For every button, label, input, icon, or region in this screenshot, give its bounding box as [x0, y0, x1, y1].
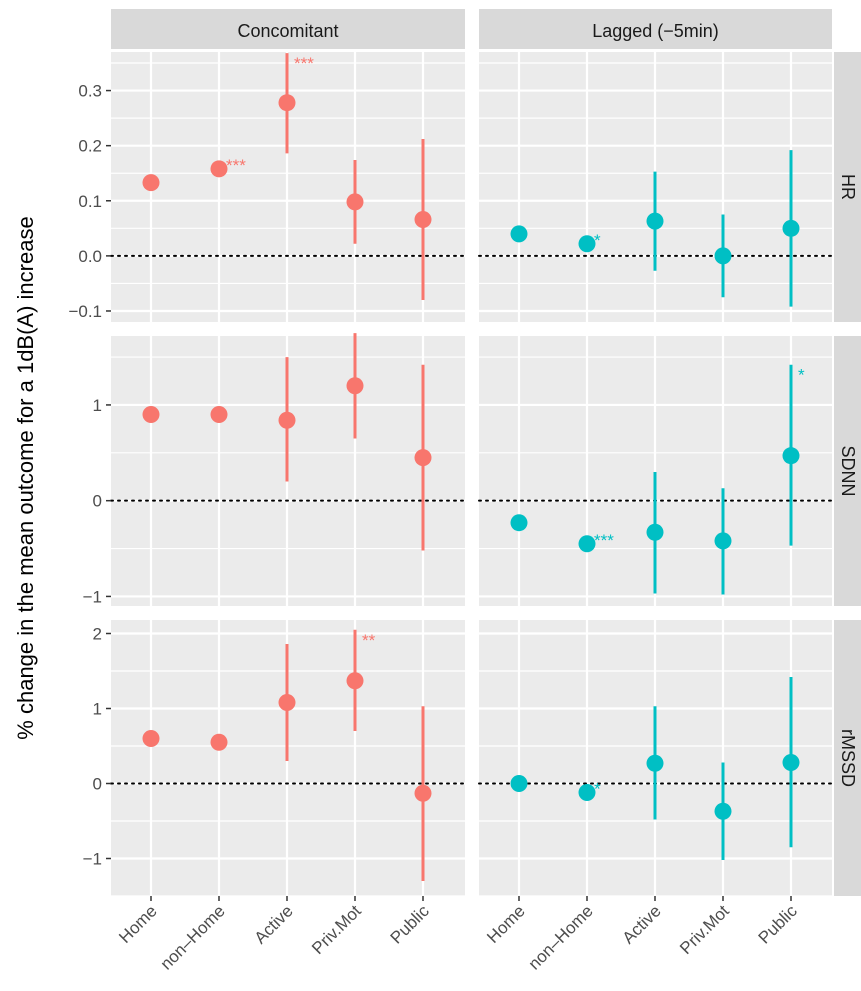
data-point: [414, 784, 432, 802]
facet-panel: *** ***: [110, 52, 466, 322]
y-tick-label: −0.1: [68, 302, 102, 321]
data-point: [346, 377, 364, 395]
data-point: [278, 411, 296, 429]
data-point: [714, 247, 732, 265]
row-strip-label: rMSSD: [838, 729, 858, 787]
y-tick-label: 2: [93, 625, 102, 644]
facet-panel: ****: [478, 336, 833, 606]
y-tick-label: 0: [93, 492, 102, 511]
significance-label: ***: [226, 156, 246, 175]
x-tick-label: Active: [251, 901, 297, 947]
data-point: [346, 672, 364, 690]
y-tick-label: 0: [93, 775, 102, 794]
significance-label: ***: [594, 531, 614, 550]
data-point: [646, 523, 664, 541]
y-tick-label: −1: [83, 587, 102, 606]
x-tick-label: non–Home: [157, 901, 229, 973]
data-point: [210, 406, 228, 424]
y-tick-label: −1: [83, 850, 102, 869]
data-point: [510, 225, 528, 243]
y-tick-label: 1: [93, 700, 102, 719]
x-tick-label: Home: [483, 901, 529, 947]
row-strip: [834, 336, 861, 606]
data-point: [278, 694, 296, 711]
row-strip-label: SDNN: [838, 445, 858, 496]
significance-label: ***: [294, 54, 314, 73]
data-point: [414, 211, 432, 229]
facet-panel: *: [478, 620, 833, 897]
data-point: [714, 802, 732, 820]
x-tick-label: Public: [755, 901, 802, 948]
data-point: [714, 532, 732, 550]
column-strip-label: Concomitant: [237, 21, 338, 41]
facet-panel: **: [110, 620, 466, 897]
data-point: [578, 784, 596, 801]
facet-panel: [110, 333, 466, 606]
data-point: [646, 212, 664, 230]
data-point: [578, 235, 596, 253]
data-point: [646, 754, 664, 772]
data-point: [210, 160, 228, 178]
data-point: [142, 406, 160, 424]
significance-label: *: [798, 366, 805, 385]
data-point: [414, 449, 432, 467]
x-tick-label: Active: [619, 901, 665, 947]
data-point: [510, 514, 528, 532]
data-point: [782, 754, 800, 771]
facet-panel: *: [478, 52, 833, 322]
column-strip-label: Lagged (−5min): [592, 21, 719, 41]
y-axis-label: % change in the mean outcome for a 1dB(A…: [13, 216, 38, 739]
y-tick-label: 0.3: [78, 82, 102, 101]
data-point: [278, 94, 296, 112]
row-strip: [834, 52, 861, 322]
data-point: [510, 775, 528, 792]
row-strip-label: HR: [838, 174, 858, 200]
data-point: [142, 730, 160, 747]
data-point: [210, 733, 228, 751]
facet-grid: Concomitant Lagged (−5min)HR*******−0.10.…: [68, 9, 861, 974]
data-point: [578, 535, 596, 553]
y-tick-label: 1: [93, 396, 102, 415]
column-strip: [111, 9, 465, 49]
x-tick-label: Priv.Mot: [308, 901, 365, 958]
data-point: [782, 219, 800, 237]
y-tick-label: 0.0: [78, 247, 102, 266]
data-point: [142, 174, 160, 192]
y-tick-label: 0.2: [78, 137, 102, 156]
x-tick-label: Public: [387, 901, 434, 948]
column-strip: [479, 9, 832, 49]
y-tick-label: 0.1: [78, 192, 102, 211]
significance-label: *: [594, 780, 601, 799]
data-point: [346, 193, 364, 211]
data-point: [782, 447, 800, 465]
x-tick-label: Priv.Mot: [676, 901, 733, 958]
x-tick-label: non–Home: [525, 901, 597, 973]
x-tick-label: Home: [115, 901, 161, 947]
significance-label: **: [362, 631, 376, 650]
significance-label: *: [594, 231, 601, 250]
row-strip: [834, 620, 861, 896]
